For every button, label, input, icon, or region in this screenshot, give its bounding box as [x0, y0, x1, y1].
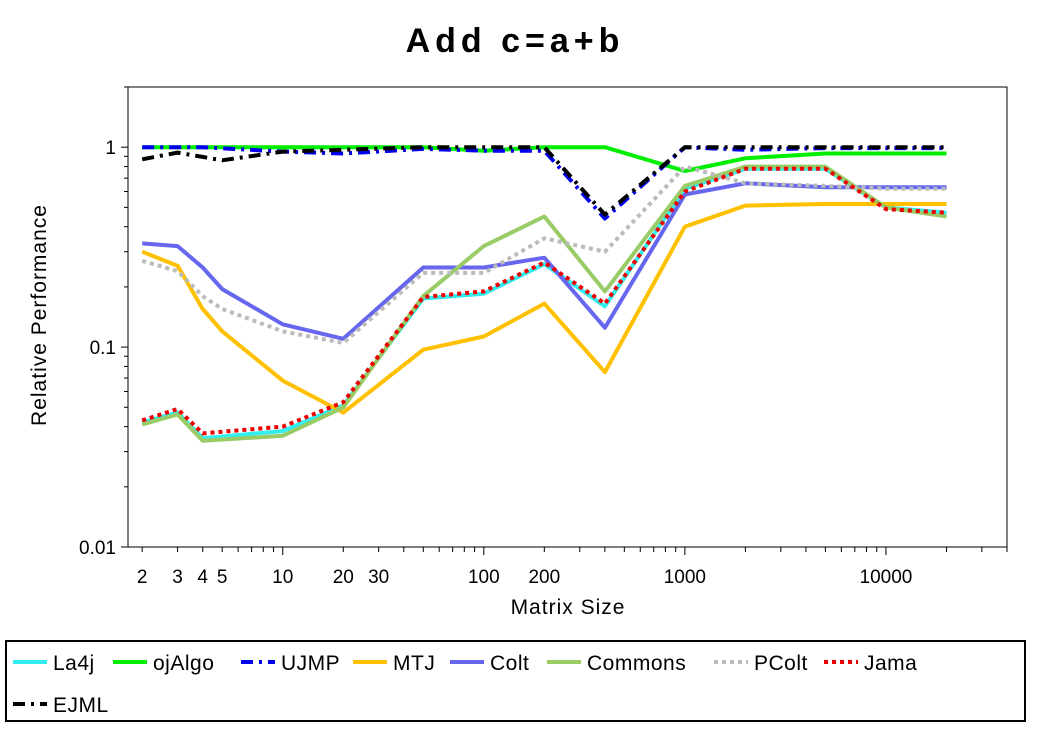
x-tick-label: 10: [272, 567, 293, 588]
x-axis-label: Matrix Size: [511, 596, 626, 619]
legend-swatch: [13, 660, 47, 664]
series-line-ejml: [141, 145, 947, 217]
legend-swatch: [547, 660, 581, 664]
legend-swatch: [824, 660, 858, 664]
x-tick-label: 200: [528, 567, 560, 588]
legend-swatch: [714, 660, 748, 664]
legend-swatch: [241, 660, 275, 664]
legend: La4j ojAlgo UJMP MTJ Colt Commons PColt Jama EJM…: [5, 640, 1026, 722]
x-tick-label: 20: [333, 567, 354, 588]
plot-frame: [127, 86, 1008, 548]
legend-label: ojAlgo: [153, 652, 215, 675]
legend-label: La4j: [53, 652, 95, 675]
y-axis-label: Relative Performance: [28, 204, 51, 426]
x-axis: 2 3 4 5 10 20 30 100 200 1000 10000: [137, 547, 1008, 588]
legend-swatch: [113, 660, 147, 664]
x-tick-label: 2: [137, 567, 148, 588]
legend-label: UJMP: [281, 652, 341, 675]
legend-swatch: [353, 660, 387, 664]
legend-label: Colt: [490, 652, 530, 675]
legend-label: Commons: [587, 652, 687, 675]
y-axis: 0.01 0.1 1: [79, 86, 128, 559]
series-line-pcolt: [141, 164, 947, 345]
series-line-mtj: [141, 202, 947, 415]
legend-label: MTJ: [393, 652, 436, 675]
legend-swatch: [450, 660, 484, 664]
legend-label: EJML: [53, 694, 109, 717]
series-line-ojalgo: [142, 145, 947, 173]
y-tick-label: 0.1: [90, 338, 116, 359]
x-tick-label: 30: [368, 567, 389, 588]
series-line-commons: [141, 164, 947, 443]
y-tick-label: 1: [105, 138, 116, 159]
x-tick-label: 5: [217, 567, 228, 588]
chart-title: Add c=a+b: [406, 22, 625, 60]
x-tick-label: 1000: [664, 567, 706, 588]
y-tick-label: 0.01: [79, 538, 116, 559]
x-tick-label: 4: [197, 567, 208, 588]
x-tick-label: 10000: [860, 567, 913, 588]
chart: Add c=a+b 0.01 0.1 1 2 3 4 5 10 20 30 100 200 1000 1…: [28, 22, 1008, 619]
x-tick-label: 100: [468, 567, 500, 588]
legend-label: Jama: [864, 652, 918, 675]
x-tick-label: 3: [172, 567, 183, 588]
legend-swatch: [13, 702, 47, 706]
series-lines: [141, 145, 947, 443]
legend-label: PColt: [754, 652, 808, 675]
